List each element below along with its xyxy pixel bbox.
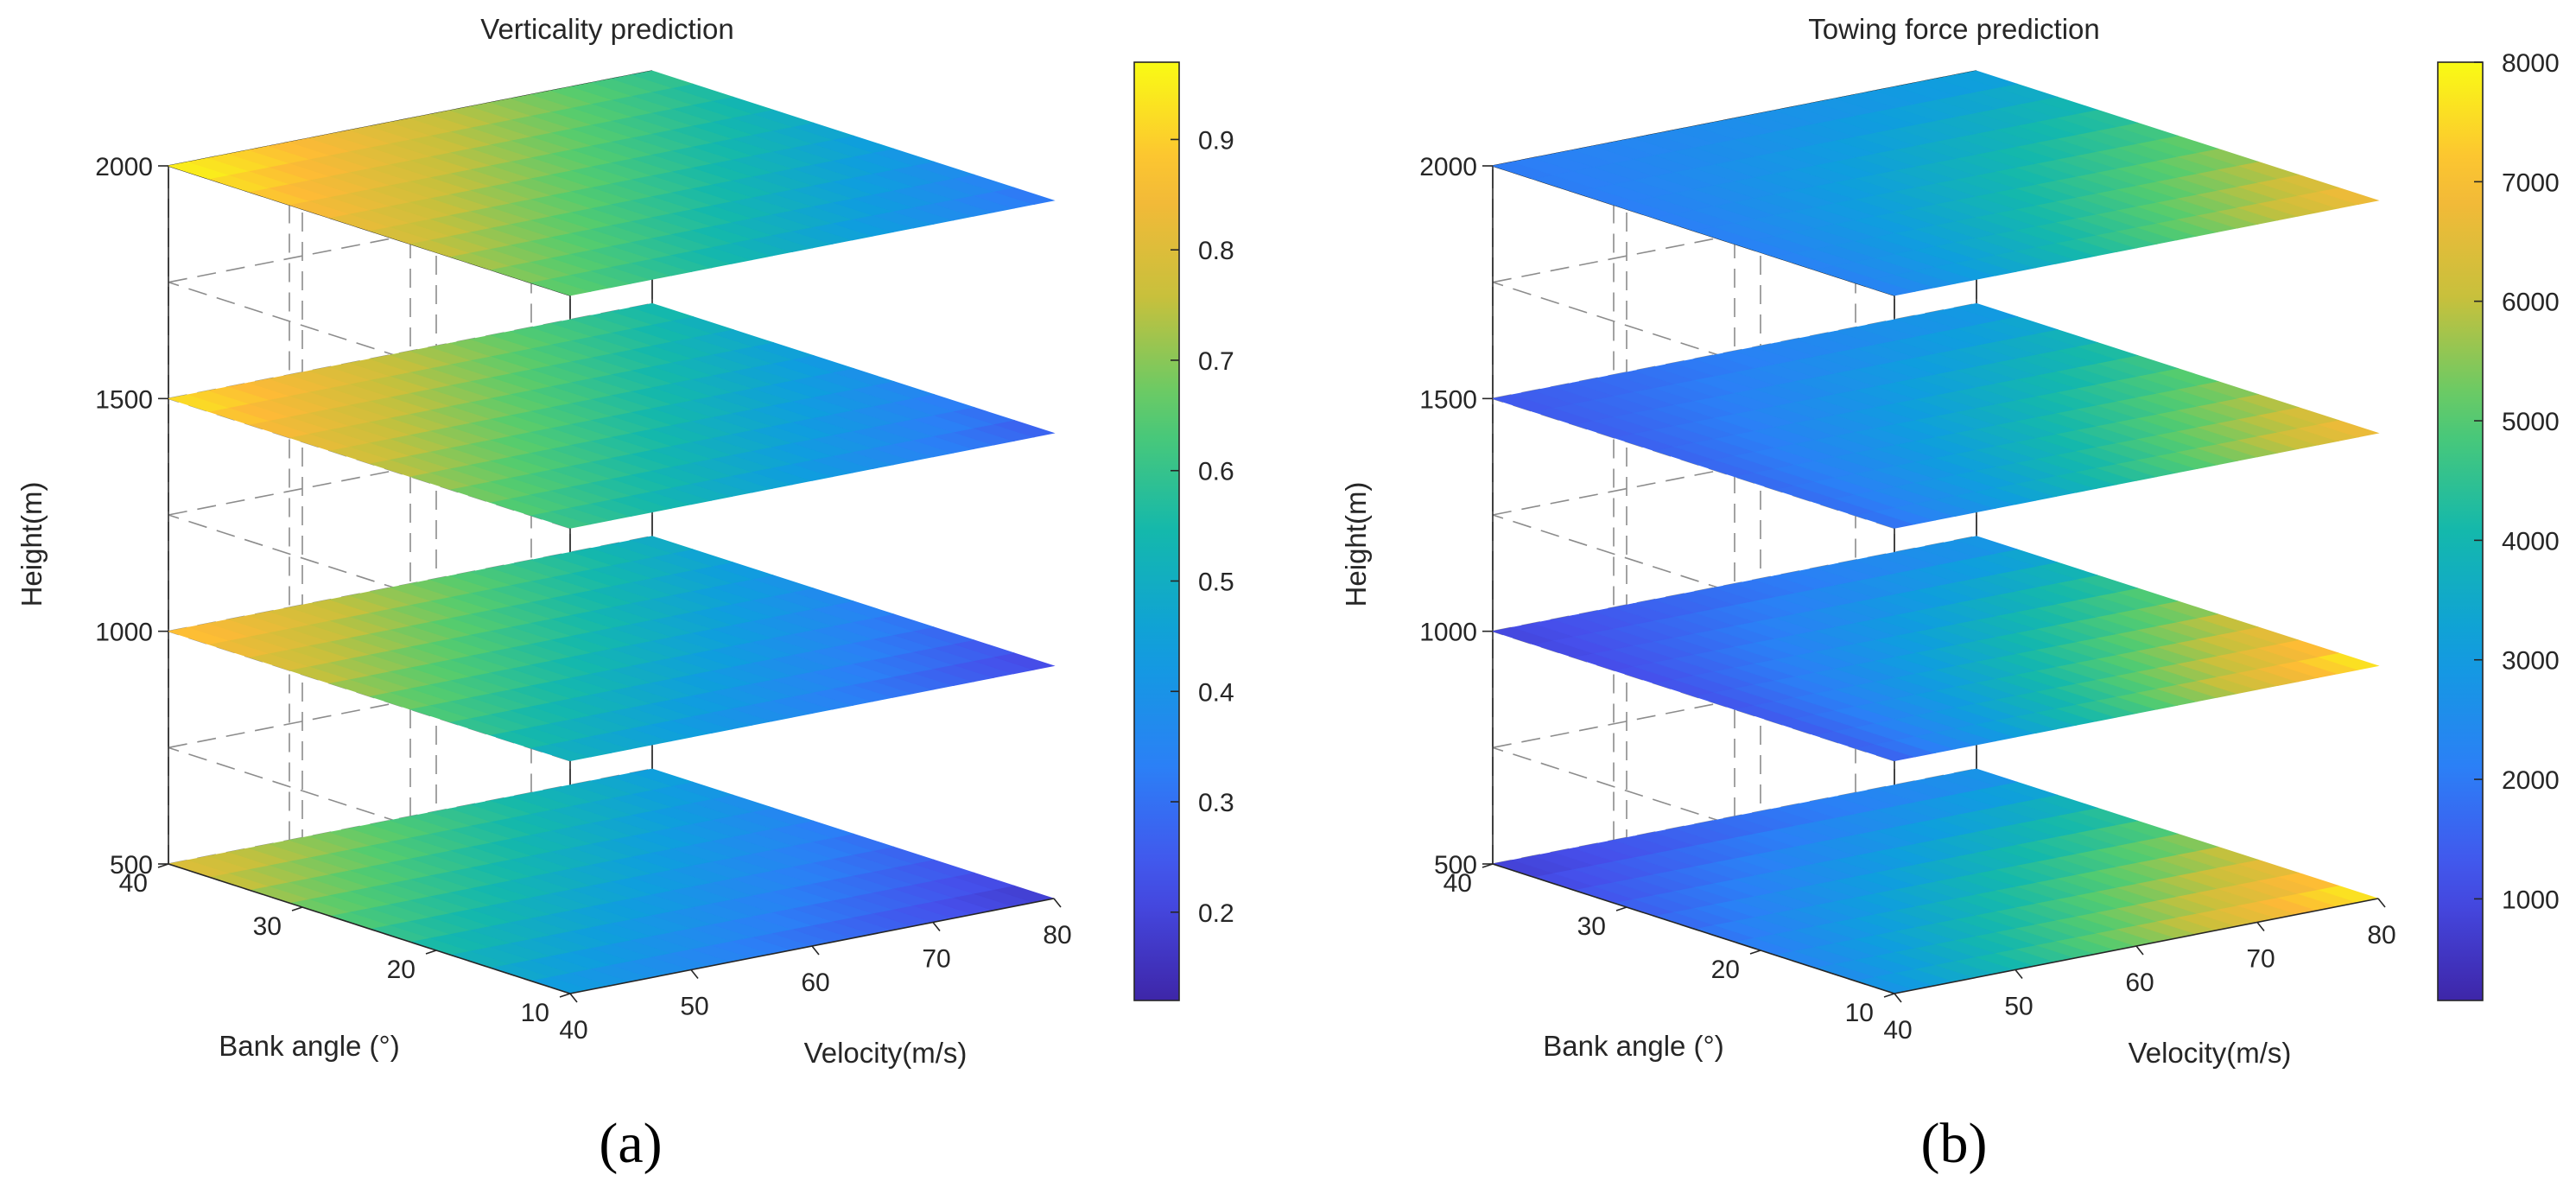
colorbar-tick-label: 0.5 (1198, 568, 1234, 596)
x-tick-mark (690, 969, 699, 979)
colorbar-tick-label: 0.2 (1198, 899, 1234, 928)
z-axis-label: Height(m) (1340, 482, 1372, 607)
y-tick-mark (1615, 906, 1627, 911)
x-tick-label: 50 (680, 993, 708, 1021)
y-axis-label: Bank angle (°) (1543, 1030, 1723, 1062)
surface-slice (167, 768, 1056, 994)
surface-cell (631, 70, 695, 88)
x-tick-mark (1053, 898, 1062, 908)
surface-cell (1955, 70, 2019, 88)
colorbar-tick-label: 6000 (2502, 289, 2560, 317)
colorbar-tick-label: 3000 (2502, 647, 2560, 676)
x-tick-label: 40 (559, 1016, 587, 1045)
colorbar-fill (1133, 61, 1180, 1001)
x-tick-mark (2014, 969, 2023, 979)
surface-slice (1491, 302, 2380, 529)
x-tick-label: 50 (2004, 993, 2033, 1021)
chart-title: Towing force prediction (1808, 13, 2100, 45)
y-tick-label: 10 (521, 999, 549, 1027)
y-tick-label: 40 (119, 869, 148, 898)
x-tick-label: 80 (2367, 921, 2395, 949)
chart-title: Verticality prediction (480, 13, 733, 45)
y-tick-label: 20 (387, 956, 416, 984)
x-tick-mark (2135, 945, 2144, 956)
surface-slice (167, 70, 1056, 296)
surface-cell (1955, 302, 2019, 321)
x-tick-mark (1894, 993, 1902, 1003)
colorbar-tick-label: 8000 (2502, 49, 2560, 78)
x-tick-mark (811, 945, 820, 956)
surface-slice (1491, 70, 2380, 296)
y-tick-label: 10 (1845, 999, 1874, 1027)
y-axis-line (1492, 863, 1895, 994)
x-tick-label: 40 (1883, 1016, 1912, 1045)
surface-cell (1955, 768, 2019, 786)
x-tick-label: 60 (2125, 969, 2154, 997)
z-tick-label: 1000 (1419, 619, 1477, 647)
y-tick-mark (1883, 993, 1895, 998)
x-tick-label: 70 (2246, 945, 2275, 974)
z-tick-label: 500 (110, 851, 153, 880)
x-tick-label: 70 (922, 945, 950, 974)
y-axis-line (168, 863, 571, 994)
colorbar-tick-label: 5000 (2502, 408, 2560, 436)
colorbar-fill (2437, 61, 2484, 1001)
z-axis-label: Height(m) (16, 482, 48, 607)
colorbar-tick-label: 0.9 (1198, 126, 1234, 155)
surface-slice (1491, 536, 2380, 762)
z-tick-label: 1500 (1419, 385, 1477, 414)
x-tick-mark (2377, 898, 2386, 908)
colorbar-tick-label: 0.6 (1198, 458, 1234, 486)
y-tick-mark (1749, 949, 1761, 955)
surface-cell (631, 768, 695, 786)
surface-slice (167, 536, 1056, 762)
surface-slice (167, 302, 1056, 529)
x-tick-label: 60 (801, 969, 829, 997)
colorbar-tick-label: 1000 (2502, 886, 2560, 914)
colorbar: 1000 2000 3000 4000 5000 6000 7000 8000 (2437, 49, 2560, 1001)
y-tick-label: 20 (1711, 956, 1740, 984)
panel-label-a: (a) (599, 1112, 662, 1175)
z-tick-label: 1000 (95, 619, 153, 647)
surface-cell (631, 302, 695, 321)
chart-verticality: 405060708010203040500100015002000Velocit… (16, 13, 1234, 1069)
panel-label-b: (b) (1921, 1112, 1988, 1175)
colorbar-tick-label: 0.4 (1198, 678, 1234, 707)
x-tick-mark (932, 922, 941, 931)
colorbar-tick-label: 7000 (2502, 168, 2560, 197)
y-tick-label: 30 (1577, 912, 1606, 941)
colorbar-tick-label: 0.8 (1198, 237, 1234, 265)
z-tick-label: 2000 (95, 153, 153, 181)
z-tick-label: 2000 (1419, 153, 1477, 181)
x-axis-label: Velocity(m/s) (804, 1037, 968, 1069)
surface-slice (1491, 768, 2380, 994)
surface-cell (631, 536, 695, 554)
colorbar-tick-label: 0.7 (1198, 347, 1234, 376)
z-tick-label: 1500 (95, 385, 153, 414)
x-axis-label: Velocity(m/s) (2129, 1037, 2292, 1069)
y-tick-mark (425, 949, 437, 955)
y-tick-label: 30 (253, 912, 282, 941)
colorbar-tick-label: 4000 (2502, 527, 2560, 556)
y-tick-label: 40 (1443, 869, 1472, 898)
z-tick-label: 500 (1434, 851, 1477, 880)
y-tick-mark (291, 906, 303, 911)
x-tick-mark (569, 993, 578, 1003)
x-tick-label: 80 (1043, 921, 1071, 949)
colorbar-tick-label: 2000 (2502, 766, 2560, 795)
colorbar-tick-label: 0.3 (1198, 789, 1234, 817)
surface-cell (1955, 536, 2019, 554)
y-tick-mark (559, 993, 571, 998)
colorbar: 0.2 0.3 0.4 0.5 0.6 0.7 0.8 0.9 (1133, 61, 1234, 1001)
y-axis-label: Bank angle (°) (219, 1030, 399, 1062)
x-tick-mark (2256, 922, 2265, 931)
chart-towing-force: 405060708010203040500100015002000Velocit… (1340, 13, 2560, 1069)
